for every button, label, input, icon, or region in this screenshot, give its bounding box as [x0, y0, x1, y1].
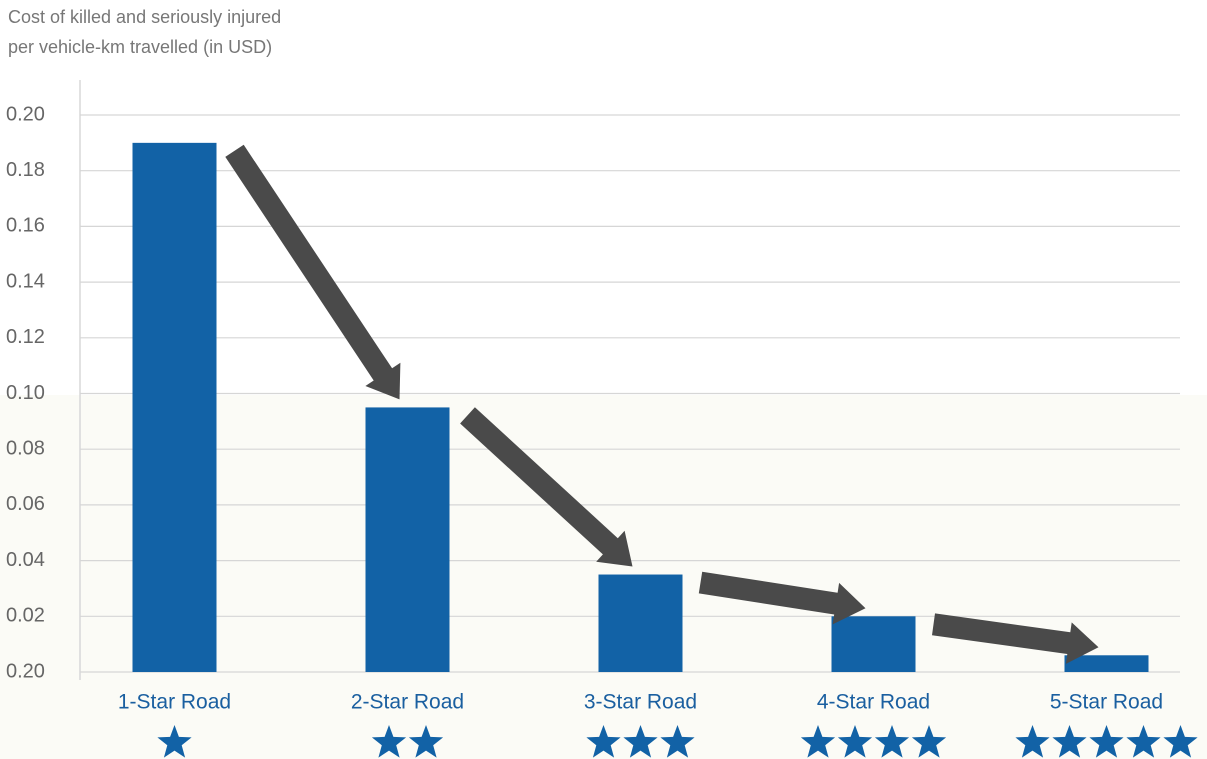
star-icon	[1015, 725, 1050, 758]
star-icon	[1052, 725, 1087, 758]
star-icon	[157, 725, 192, 758]
star-icon	[1126, 725, 1161, 758]
star-icon	[623, 725, 658, 758]
bar	[132, 142, 217, 673]
star-icon	[371, 725, 407, 758]
star-icon	[874, 725, 910, 758]
x-tick-label: 5-Star Road	[1050, 691, 1163, 714]
y-tick-label: 0.04	[6, 549, 45, 571]
y-tick-label: 0.20	[6, 660, 45, 682]
y-tick-label: 0.02	[6, 605, 45, 627]
star-icon	[586, 725, 621, 758]
trend-arrow	[460, 407, 633, 567]
star-icon	[1089, 725, 1124, 758]
y-tick-label: 0.20	[6, 103, 45, 125]
y-tick-label: 0.16	[6, 215, 45, 237]
star-icon	[837, 725, 873, 758]
bar	[365, 407, 450, 672]
y-tick-label: 0.06	[6, 493, 45, 515]
x-tick-label: 3-Star Road	[584, 691, 697, 714]
y-tick-label: 0.18	[6, 159, 45, 181]
bar	[831, 616, 916, 672]
star-icon	[660, 725, 695, 758]
y-tick-label: 0.10	[6, 382, 45, 404]
y-tick-label: 0.12	[6, 326, 45, 348]
star-icon	[911, 725, 947, 758]
y-axis-label: Cost of killed and seriously injured	[8, 7, 281, 27]
y-axis-label: per vehicle-km travelled (in USD)	[8, 37, 272, 57]
x-tick-label: 2-Star Road	[351, 691, 464, 714]
star-icon	[1163, 725, 1198, 758]
y-tick-label: 0.08	[6, 437, 45, 459]
star-icon	[800, 725, 836, 758]
bar	[1064, 655, 1149, 672]
star-icon	[408, 725, 444, 758]
trend-arrow	[932, 613, 1099, 664]
x-tick-label: 4-Star Road	[817, 691, 930, 714]
y-tick-label: 0.14	[6, 270, 45, 292]
x-tick-label: 1-Star Road	[118, 691, 231, 714]
bar	[598, 574, 683, 672]
trend-arrow	[225, 144, 401, 400]
trend-arrow	[698, 571, 866, 625]
